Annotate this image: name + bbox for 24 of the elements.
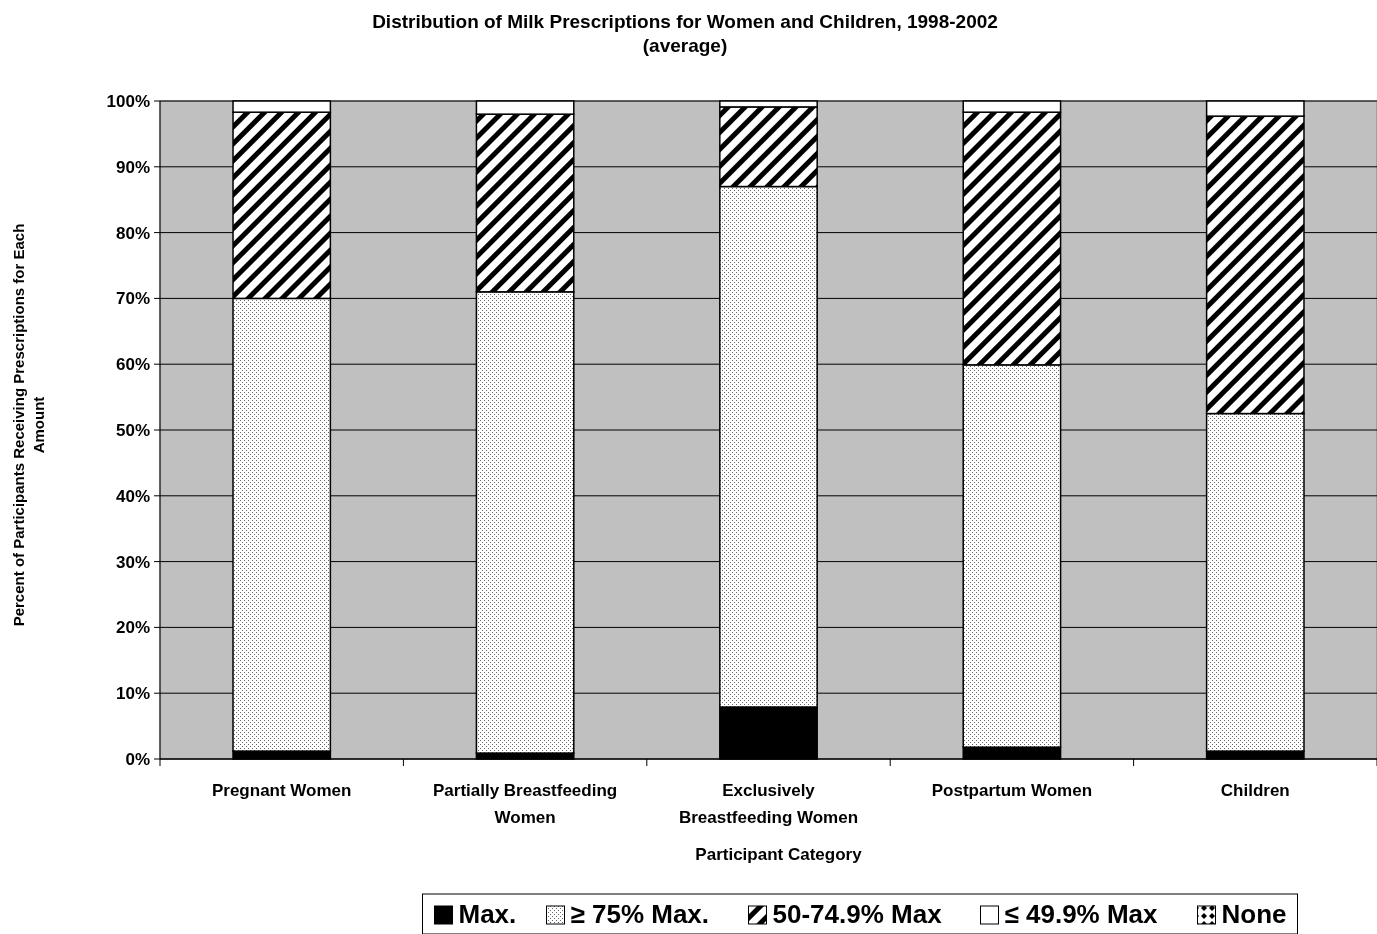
x-tick-label: Pregnant Women [211,781,352,800]
x-axis-title: Participant Category [695,845,863,864]
y-tick-label: 50% [115,420,150,440]
y-axis-title: Percent of Participants Receiving Prescriptions for Each Amount [10,223,47,627]
x-tick-label: Exclusively Breastfeeding Women [678,781,859,827]
legend-label: Max. [458,899,517,929]
legend-label: ≥ 75% Max. [570,899,710,929]
legend-label: None [1221,899,1287,929]
x-tick-label: Postpartum Women [931,781,1093,800]
y-tick-label: 10% [115,684,150,704]
x-tick-label: Children [1220,781,1290,800]
y-tick-label: 100% [106,91,150,111]
y-tick-label: 60% [115,355,150,375]
y-tick-label: 40% [115,486,150,506]
y-tick-label: 0% [125,749,150,769]
legend-label: 50-74.9% Max [772,899,943,929]
y-tick-label: 70% [115,289,150,309]
y-tick-label: 90% [115,157,150,177]
y-tick-label: 80% [115,223,150,243]
y-tick-label: 30% [115,552,150,572]
legend-label: ≤ 49.9% Max [1004,899,1159,929]
x-tick-label: Partially Breastfeeding Women [432,781,618,827]
y-tick-label: 20% [115,618,150,638]
chart-title: Distribution of Milk Prescriptions for Women and Children, 1998-2002 (average) [372,11,998,56]
